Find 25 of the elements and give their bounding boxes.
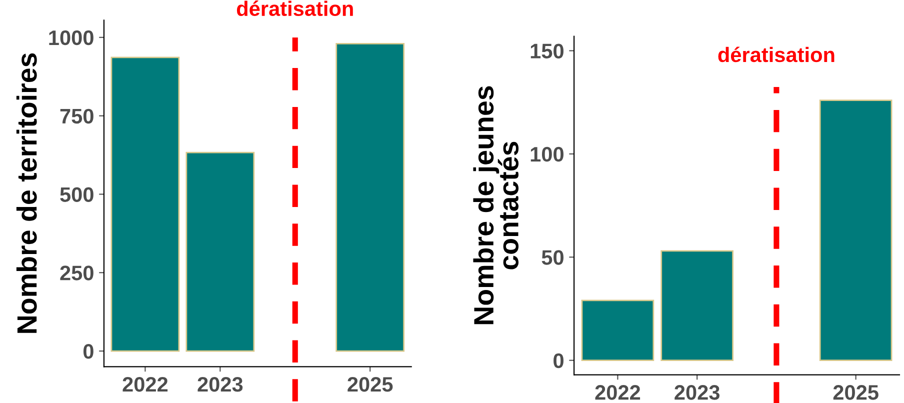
y-tick-label: 500 (60, 187, 94, 202)
y-tick-label: 0 (554, 353, 564, 368)
x-tick-label: 2022 (595, 385, 640, 400)
bar (336, 42, 405, 352)
x-tick-label: 2022 (122, 377, 168, 392)
y-tick-label: 250 (60, 266, 94, 280)
ref-line-label: dératisation (718, 46, 834, 62)
x-tick-label: 2025 (833, 385, 878, 400)
y-axis-title: Nombre de territoires (16, 53, 37, 333)
bar (581, 300, 654, 362)
y-tick-label: 150 (530, 44, 564, 58)
x-tick-label: 2025 (348, 377, 393, 392)
bar (110, 56, 180, 352)
y-axis-title: Nombre de jeunes contactés (473, 86, 519, 324)
x-tick-label: 2023 (674, 385, 720, 400)
y-tick-label: 100 (530, 146, 564, 162)
y-tick-label: 1000 (49, 30, 94, 46)
y-tick-label: 750 (60, 108, 94, 124)
y-tick-label: 0 (83, 344, 94, 359)
ref-line-label: dératisation (236, 0, 353, 16)
bar (186, 152, 255, 352)
y-tick-label: 50 (542, 250, 564, 265)
bar (819, 100, 892, 362)
bar (660, 250, 734, 362)
x-tick-label: 2023 (198, 377, 243, 392)
